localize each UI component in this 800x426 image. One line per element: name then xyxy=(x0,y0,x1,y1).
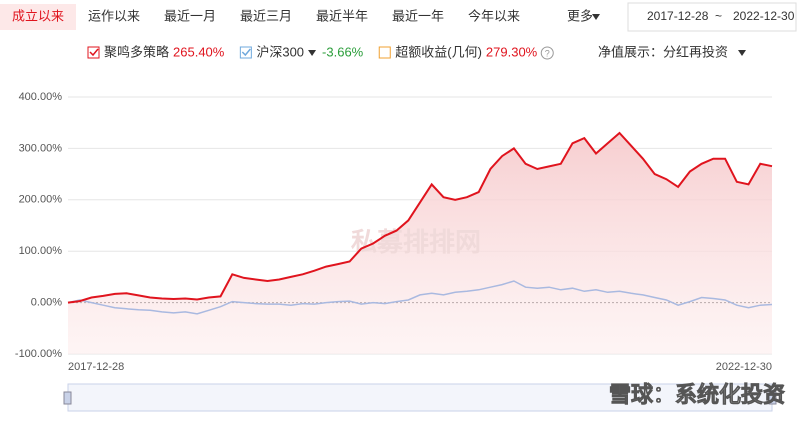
legend-checkbox[interactable] xyxy=(239,46,252,59)
tab[interactable]: 最近一月 xyxy=(164,8,216,23)
tab[interactable]: 最近半年 xyxy=(316,8,368,23)
check xyxy=(89,48,99,57)
legend-total: -3.66% xyxy=(322,44,364,59)
tab[interactable]: 更多 xyxy=(567,8,593,23)
series-line xyxy=(67,131,773,304)
watermark: 雪球：系统化投资 xyxy=(609,382,785,407)
legend-name[interactable]: 聚鸣多策略 xyxy=(104,44,169,59)
dropdown-arrow xyxy=(308,50,317,56)
dropdown-arrow xyxy=(592,14,600,20)
help-q: ? xyxy=(545,48,550,58)
legend-name[interactable]: 沪深300 xyxy=(256,44,304,59)
tab[interactable]: 成立以来 xyxy=(12,8,64,23)
navigator[interactable] xyxy=(67,383,773,412)
legend-name[interactable]: 超额收益(几何) xyxy=(395,44,482,59)
date-end[interactable]: 2022-12-30 xyxy=(733,9,795,23)
y-tick-label: 100.00% xyxy=(19,245,63,257)
legend-checkbox[interactable] xyxy=(87,46,100,59)
series-line xyxy=(67,280,773,315)
area xyxy=(68,133,772,354)
date-start[interactable]: 2017-12-28 xyxy=(647,9,709,23)
legend-total: 279.30% xyxy=(486,44,538,59)
tab[interactable]: 运作以来 xyxy=(88,8,140,23)
x-tick-label: 2017-12-28 xyxy=(68,361,124,373)
y-tick-label: 0.00% xyxy=(31,297,62,309)
date-sep: ~ xyxy=(715,9,722,23)
watermark: 私募排排网 xyxy=(351,227,481,257)
y-tick-label: 200.00% xyxy=(19,194,63,206)
display-mode[interactable]: 净值展示：分红再投资 xyxy=(598,44,728,59)
tab[interactable]: 最近三月 xyxy=(240,8,292,23)
y-tick-label: -100.00% xyxy=(15,348,62,360)
legend-total: 265.40% xyxy=(173,44,225,59)
date-box[interactable] xyxy=(627,2,797,32)
y-tick-label: 400.00% xyxy=(19,91,63,103)
y-tick-label: 300.00% xyxy=(19,142,63,154)
tab[interactable]: 今年以来 xyxy=(468,8,520,23)
check xyxy=(241,48,251,57)
tab-active[interactable] xyxy=(0,4,76,30)
dropdown-arrow xyxy=(738,50,746,56)
help-icon xyxy=(540,46,554,60)
tab[interactable]: 最近一年 xyxy=(392,8,444,23)
x-tick-label: 2022-12-30 xyxy=(716,361,772,373)
nav-handle[interactable] xyxy=(63,391,72,405)
legend-checkbox[interactable] xyxy=(378,46,391,59)
nav-handle[interactable] xyxy=(768,391,777,405)
